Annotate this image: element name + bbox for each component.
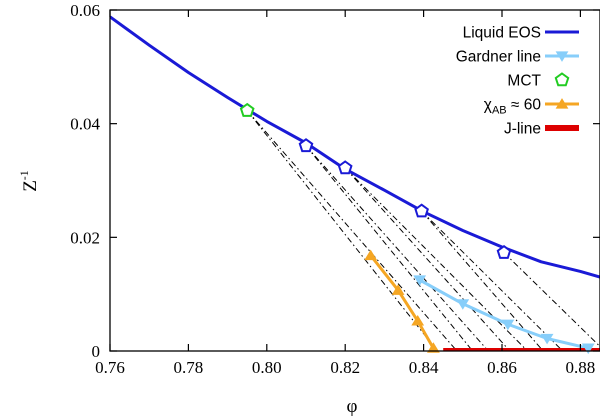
y-tick-label-3: 0.06	[70, 1, 100, 20]
point-4-3	[427, 342, 440, 353]
x-tick-label-0: 0.76	[95, 358, 125, 377]
point-3-1	[456, 299, 470, 310]
axes: 0.76 0.78 0.80 0.82 0.84 0.86 0.88 0 0.02 0.04 0.0…	[70, 1, 600, 377]
x-tick-label-3: 0.82	[330, 358, 360, 377]
point-2-0	[239, 102, 255, 117]
y-tick-label-2: 0.04	[70, 115, 100, 134]
y-axis-title: Z-1	[17, 170, 41, 192]
tie-lines	[246, 110, 600, 351]
point-4-1	[391, 284, 405, 295]
legend-symbol-3	[555, 98, 569, 109]
tie-line-8	[503, 252, 600, 347]
x-tick-label-5: 0.86	[487, 358, 517, 377]
series-line-4	[369, 254, 435, 349]
legend-item-0: Liquid EOS	[463, 25, 579, 42]
point-1-0	[298, 138, 314, 153]
series-line-0	[110, 15, 600, 279]
legend-item-2: MCT	[507, 72, 570, 90]
point-3-0	[413, 275, 427, 286]
legend-label-main-0: Liquid EOS	[463, 25, 541, 42]
legend-label-0: Liquid EOS	[463, 25, 541, 42]
legend-label-3: χAB ≈ 60	[484, 97, 542, 117]
tie-line-7	[421, 210, 564, 351]
tie-line-0	[246, 110, 438, 351]
y-axis-title-sup: -1	[17, 170, 31, 180]
series-layer	[110, 15, 600, 351]
point-1-2	[414, 203, 429, 218]
tie-line-1	[246, 110, 458, 351]
legend-label-sub-3: AB	[492, 105, 507, 117]
point-4-2	[411, 314, 425, 326]
legend-label-rest-3: ≈ 60	[507, 97, 542, 114]
point-4-0	[364, 249, 378, 261]
marker-layer	[239, 102, 595, 355]
legend-item-4: J-line	[504, 121, 579, 138]
point-1-3	[496, 244, 512, 259]
legend-label-main-2: MCT	[507, 73, 541, 90]
legend-label-main-1: Gardner line	[456, 49, 541, 66]
tie-line-5	[344, 167, 528, 351]
point-3-2	[501, 319, 515, 331]
tie-line-4	[344, 167, 511, 351]
y-tick-label-1: 0.02	[70, 228, 100, 247]
x-tick-label-1: 0.78	[174, 358, 204, 377]
point-1-1	[337, 160, 353, 175]
tie-line-3	[305, 145, 489, 351]
legend-label-main-3: χ	[484, 97, 492, 114]
legend-label-1: Gardner line	[456, 49, 541, 66]
legend: Liquid EOS Gardner line MCT χAB ≈ 60 J-line	[456, 25, 579, 138]
plot-frame	[109, 9, 600, 352]
legend-symbol-2	[554, 72, 570, 87]
x-axis-title: φ	[347, 396, 358, 417]
legend-label-main-4: J-line	[504, 121, 541, 138]
x-tick-label-6: 0.88	[566, 358, 596, 377]
tie-line-6	[421, 210, 544, 351]
point-3-3	[540, 333, 554, 345]
y-tick-label-0: 0	[92, 342, 101, 361]
point-3-4	[581, 343, 595, 355]
legend-item-3: χAB ≈ 60	[484, 97, 579, 117]
tie-line-2	[305, 145, 473, 351]
legend-label-4: J-line	[504, 121, 541, 138]
x-tick-label-4: 0.84	[409, 358, 439, 377]
y-axis-title-main: Z	[20, 180, 41, 192]
legend-label-2: MCT	[507, 73, 541, 90]
x-tick-label-2: 0.80	[252, 358, 282, 377]
legend-symbol-1	[555, 51, 569, 62]
legend-item-1: Gardner line	[456, 49, 579, 66]
